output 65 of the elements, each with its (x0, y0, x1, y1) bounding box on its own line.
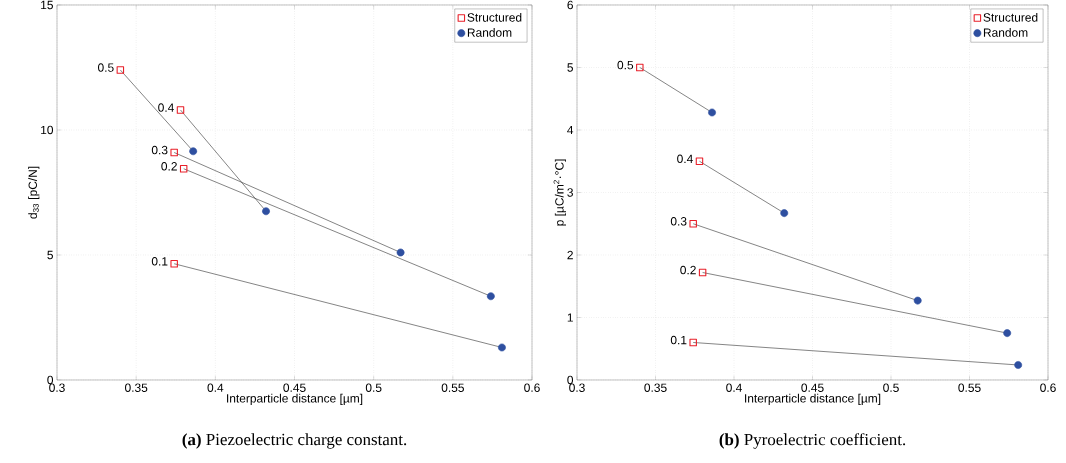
x-axis-title: Interparticle distance [µm] (745, 393, 881, 405)
point (780, 209, 789, 218)
y-tick-label: 1 (567, 313, 573, 322)
point (1014, 361, 1023, 369)
x-tick-label: 0.45 (801, 383, 824, 392)
y-tick-label: 6 (567, 0, 573, 10)
point (179, 164, 188, 173)
legend-label: Random (467, 28, 512, 37)
x-tick-label: 0.55 (441, 383, 464, 392)
point (116, 66, 125, 74)
y-tick-label: 10 (41, 125, 54, 135)
point (695, 157, 704, 165)
text: (a) Piezoelectric charge constant. (182, 433, 407, 449)
x-tick-label: 0.35 (125, 383, 148, 392)
x-tick-label: 0.45 (283, 383, 306, 392)
x-tick-label: 0.6 (524, 383, 540, 392)
point (176, 106, 185, 114)
point (498, 343, 506, 352)
point (636, 63, 644, 72)
y-tick-label: 2 (567, 250, 573, 260)
text: (b) Pyroelectric coefficient. (719, 433, 906, 449)
y-tick-label: 4 (567, 125, 574, 135)
x-tick-label: 0.35 (644, 383, 667, 392)
point (262, 207, 270, 216)
annotation: 0.4 (677, 154, 693, 164)
legend-label: Structured (467, 12, 522, 22)
x-axis-title: Interparticle distance [µm] (227, 393, 363, 405)
annotation: 0.2 (161, 162, 177, 171)
legend-label: Structured (983, 12, 1038, 22)
point (170, 259, 178, 268)
annotation: 0.3 (151, 145, 168, 155)
x-tick-label: 0.3 (569, 383, 585, 392)
point (689, 338, 697, 347)
annotation: 0.3 (670, 217, 687, 226)
x-tick-label: 0.4 (207, 383, 224, 392)
x-tick-label: 0.4 (726, 383, 742, 392)
point (689, 219, 697, 228)
y-tick-label: 15 (41, 0, 53, 10)
annotation: 0.5 (97, 63, 114, 72)
annotation: 0.4 (158, 103, 174, 112)
y-axis-title: d$_{33}$ [pC/N] (28, 166, 40, 219)
point (708, 108, 716, 117)
x-tick-label: 0.3 (49, 383, 65, 392)
legend-label: Random (983, 28, 1028, 37)
y-tick-label: 0 (47, 375, 54, 385)
point (170, 148, 178, 157)
annotation: 0.1 (670, 335, 687, 345)
y-tick-label: 0 (567, 375, 574, 385)
annotation: 0.1 (151, 257, 168, 266)
x-tick-label: 0.5 (365, 383, 382, 392)
y-tick-label: 5 (47, 250, 53, 260)
x-tick-label: 0.55 (958, 383, 981, 392)
point (698, 268, 707, 277)
point (396, 248, 405, 257)
annotation: 0.2 (680, 265, 696, 275)
y-axis-title: p [µC/m$^{2}$·°C] (553, 159, 567, 226)
point (1003, 329, 1012, 338)
y-tick-label: 5 (567, 63, 573, 72)
x-tick-label: 0.6 (1040, 383, 1056, 392)
y-tick-label: 3 (567, 188, 573, 197)
x-tick-label: 0.5 (883, 383, 899, 392)
point (189, 147, 198, 156)
point (486, 292, 495, 301)
annotation: 0.5 (617, 60, 634, 70)
point (913, 296, 922, 305)
